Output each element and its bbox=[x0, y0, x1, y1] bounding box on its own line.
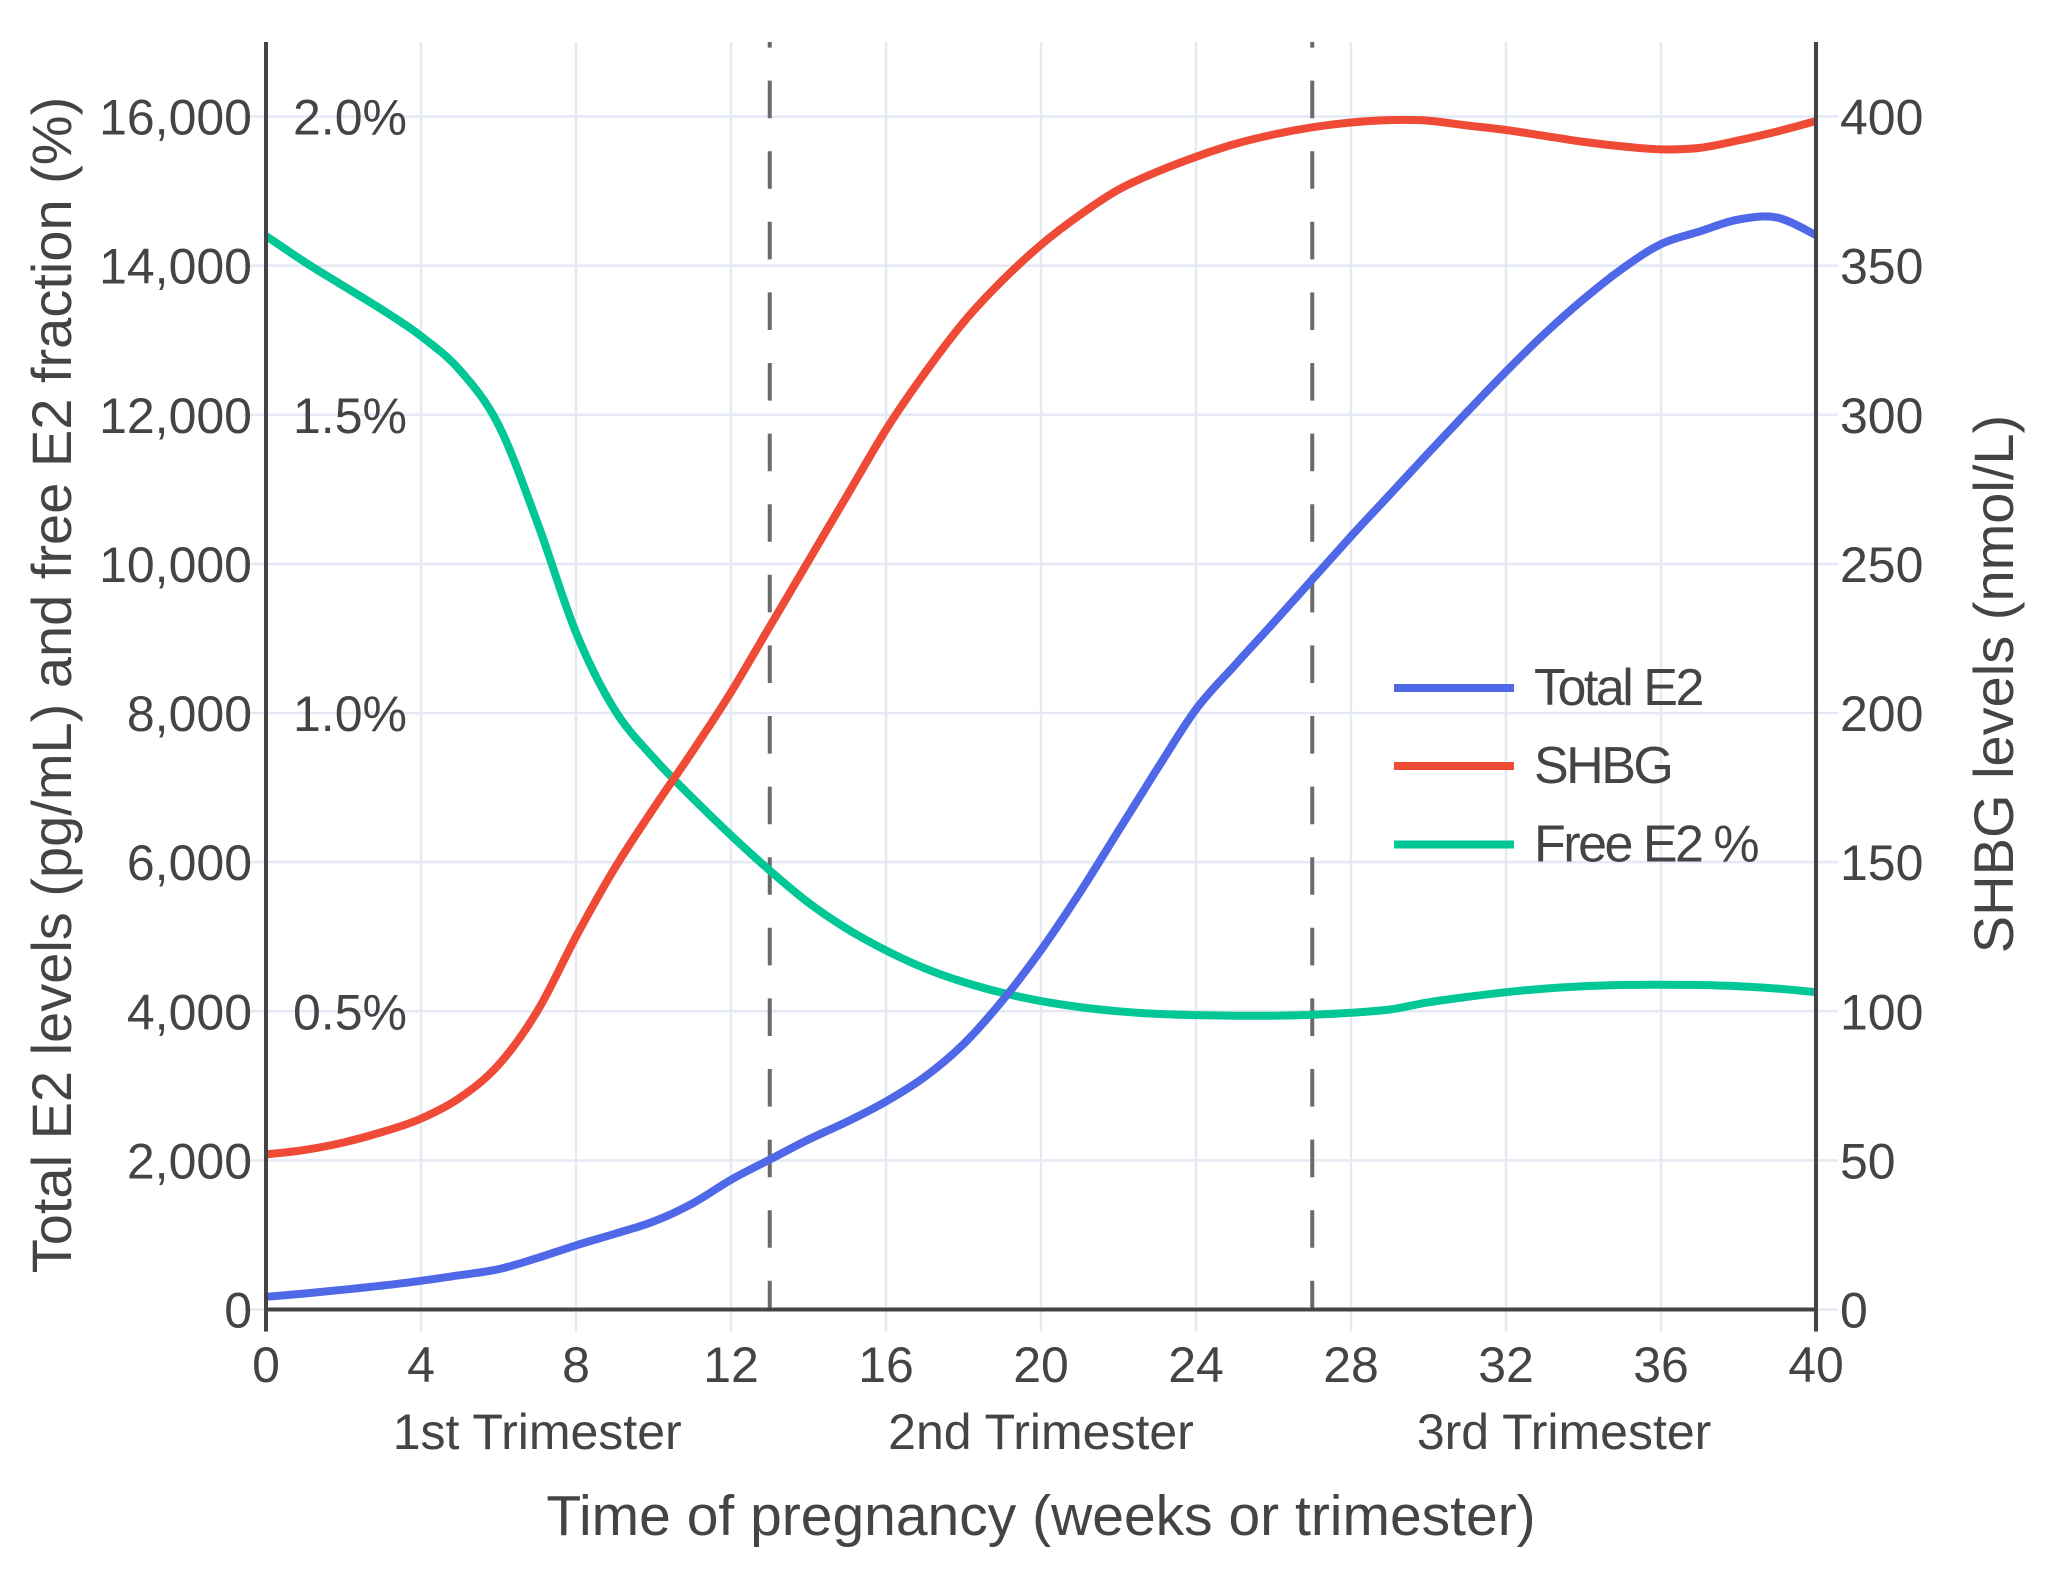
svg-text:12,000: 12,000 bbox=[99, 388, 252, 444]
svg-text:16: 16 bbox=[858, 1337, 914, 1393]
svg-text:8,000: 8,000 bbox=[127, 686, 252, 742]
svg-text:50: 50 bbox=[1840, 1133, 1896, 1189]
svg-text:150: 150 bbox=[1840, 835, 1923, 891]
svg-text:20: 20 bbox=[1013, 1337, 1069, 1393]
svg-text:Total E2: Total E2 bbox=[1534, 659, 1702, 717]
svg-text:14,000: 14,000 bbox=[99, 239, 252, 295]
svg-text:0: 0 bbox=[1840, 1283, 1868, 1339]
svg-text:2nd Trimester: 2nd Trimester bbox=[888, 1404, 1194, 1460]
svg-text:6,000: 6,000 bbox=[127, 835, 252, 891]
svg-text:12: 12 bbox=[703, 1337, 759, 1393]
svg-text:Time of pregnancy (weeks or tr: Time of pregnancy (weeks or trimester) bbox=[546, 1484, 1535, 1548]
svg-text:350: 350 bbox=[1840, 239, 1923, 295]
svg-text:Free E2 %: Free E2 % bbox=[1534, 816, 1758, 874]
svg-text:36: 36 bbox=[1633, 1337, 1689, 1393]
svg-text:10,000: 10,000 bbox=[99, 537, 252, 593]
svg-text:SHBG levels (nmol/L): SHBG levels (nmol/L) bbox=[1962, 415, 2025, 953]
svg-text:4,000: 4,000 bbox=[127, 984, 252, 1040]
svg-text:2.0%: 2.0% bbox=[293, 90, 407, 146]
svg-text:24: 24 bbox=[1168, 1337, 1224, 1393]
svg-text:0: 0 bbox=[224, 1283, 252, 1339]
svg-text:0.5%: 0.5% bbox=[293, 984, 407, 1040]
svg-text:300: 300 bbox=[1840, 388, 1923, 444]
svg-text:28: 28 bbox=[1323, 1337, 1379, 1393]
svg-text:250: 250 bbox=[1840, 537, 1923, 593]
svg-text:1.0%: 1.0% bbox=[293, 686, 407, 742]
svg-text:3rd Trimester: 3rd Trimester bbox=[1417, 1404, 1712, 1460]
svg-text:32: 32 bbox=[1478, 1337, 1534, 1393]
svg-text:400: 400 bbox=[1840, 90, 1923, 146]
svg-text:200: 200 bbox=[1840, 686, 1923, 742]
svg-text:SHBG: SHBG bbox=[1534, 737, 1671, 795]
svg-text:Total E2 levels (pg/mL) and fr: Total E2 levels (pg/mL) and free E2 frac… bbox=[20, 97, 83, 1274]
svg-text:40: 40 bbox=[1788, 1337, 1844, 1393]
svg-text:1.5%: 1.5% bbox=[293, 388, 407, 444]
svg-text:100: 100 bbox=[1840, 984, 1923, 1040]
svg-text:0: 0 bbox=[252, 1337, 280, 1393]
svg-text:4: 4 bbox=[407, 1337, 435, 1393]
svg-text:1st Trimester: 1st Trimester bbox=[393, 1404, 682, 1460]
svg-text:16,000: 16,000 bbox=[99, 90, 252, 146]
svg-text:8: 8 bbox=[562, 1337, 590, 1393]
svg-text:2,000: 2,000 bbox=[127, 1133, 252, 1189]
